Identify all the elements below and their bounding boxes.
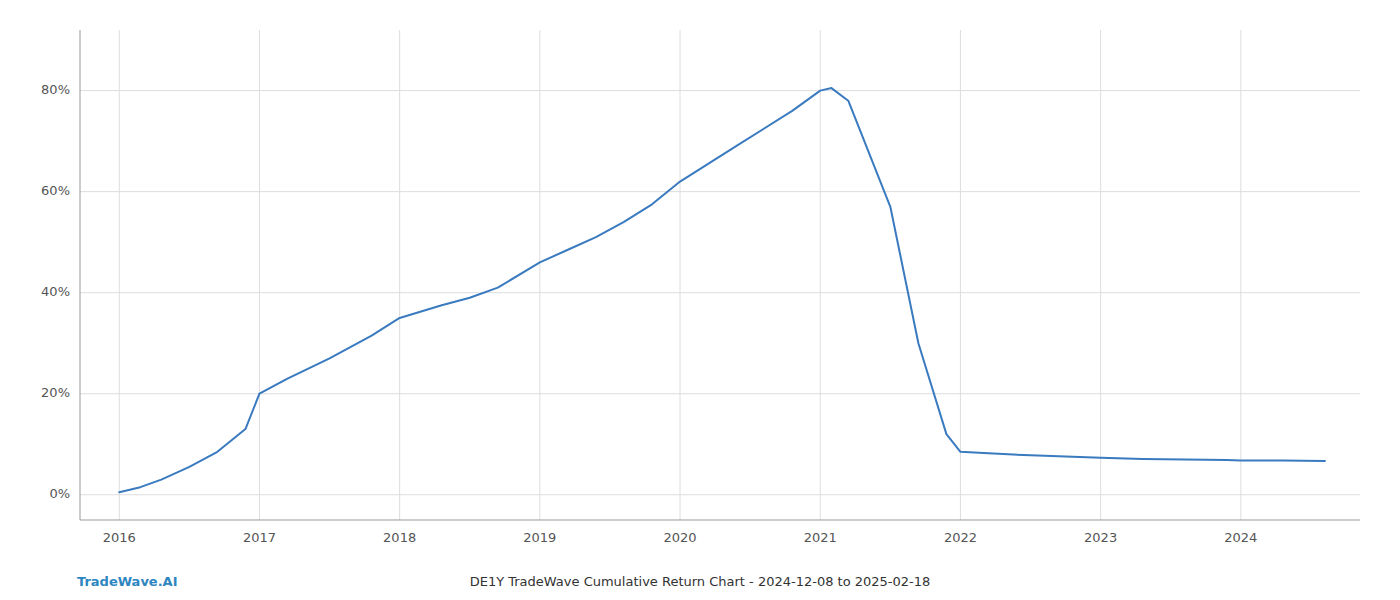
- x-tick-label: 2023: [1084, 530, 1117, 545]
- x-axis-line: [80, 520, 1360, 521]
- y-tick-label: 20%: [41, 385, 70, 400]
- x-tick-label: 2016: [103, 530, 136, 545]
- grid: [80, 30, 1360, 520]
- x-tick-label: 2020: [663, 530, 696, 545]
- y-grid-line: [80, 191, 1360, 192]
- x-grid-line: [820, 30, 821, 520]
- x-tick-label: 2018: [383, 530, 416, 545]
- y-tick-label: 40%: [41, 284, 70, 299]
- axes: 0% 20% 40% 60% 80% 2016 2017 2018 2019 2020 2021 20…: [41, 30, 1360, 545]
- x-grid-line: [680, 30, 681, 520]
- chart: 0% 20% 40% 60% 80% 2016 2017 2018 2019 2020 2021 20…: [0, 0, 1400, 600]
- data-line: [119, 88, 1325, 492]
- x-tick-label: 2024: [1224, 530, 1257, 545]
- x-grid-line: [259, 30, 260, 520]
- y-grid-line: [80, 90, 1360, 91]
- x-grid-line: [1100, 30, 1101, 520]
- x-grid-line: [119, 30, 120, 520]
- y-grid-line: [80, 393, 1360, 394]
- x-grid-line: [539, 30, 540, 520]
- x-grid-line: [960, 30, 961, 520]
- watermark: TradeWave.AI: [77, 574, 178, 589]
- plot-area: [119, 88, 1325, 492]
- x-grid-line: [1240, 30, 1241, 520]
- x-tick-label: 2017: [243, 530, 276, 545]
- x-tick-label: 2019: [523, 530, 556, 545]
- y-tick-label: 60%: [41, 183, 70, 198]
- y-grid-line: [80, 494, 1360, 495]
- y-tick-label: 80%: [41, 82, 70, 97]
- x-tick-label: 2021: [804, 530, 837, 545]
- x-tick-label: 2022: [944, 530, 977, 545]
- y-tick-label: 0%: [49, 486, 70, 501]
- x-grid-line: [399, 30, 400, 520]
- y-axis-line: [80, 30, 81, 520]
- y-grid-line: [80, 292, 1360, 293]
- title: DE1Y TradeWave Cumulative Return Chart -…: [470, 574, 931, 589]
